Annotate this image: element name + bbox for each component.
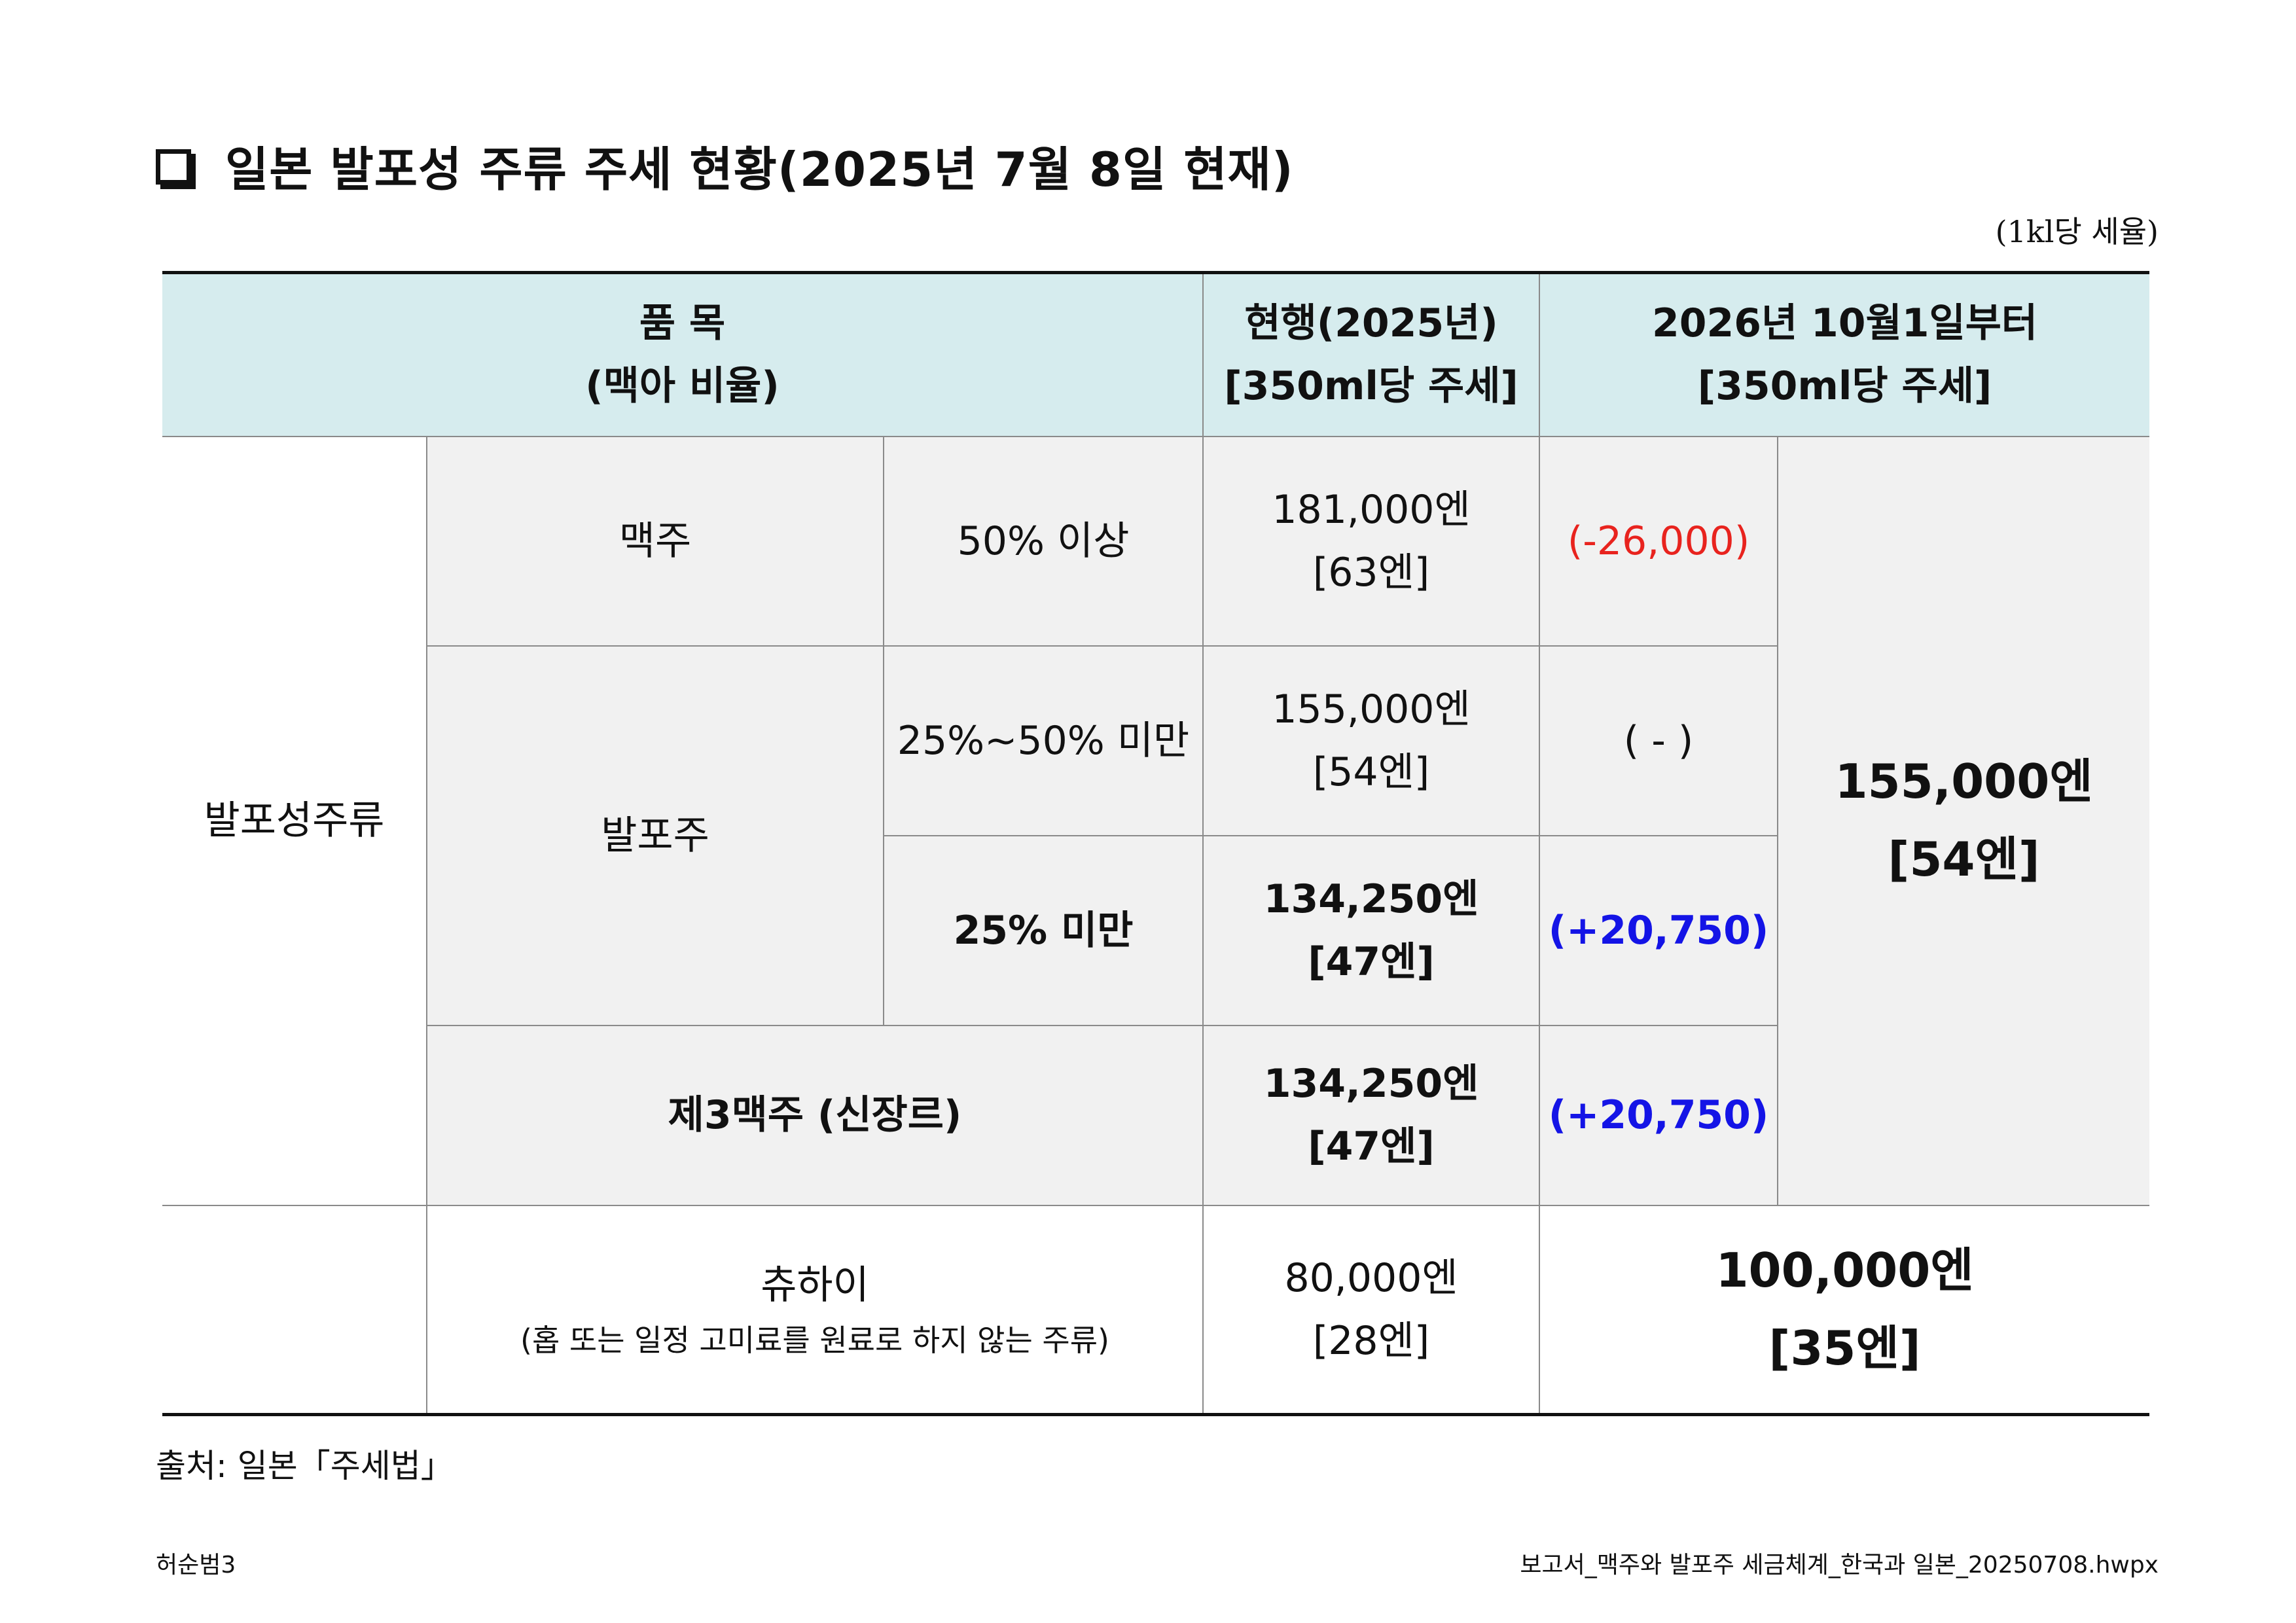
change-cell: (+20,750): [1539, 1024, 1778, 1206]
tax-table: 품 목 (맥아 비율) 현행(2025년) [350ml당 주세] 2026년 …: [162, 271, 2150, 1416]
type-third-beer: 제3맥주 (신장르): [427, 1024, 1204, 1206]
type-happoshu: 발포주: [427, 645, 884, 1026]
current-rate-cell: 155,000엔 [54엔]: [1202, 645, 1541, 836]
ratio-cell: 50% 이상: [882, 435, 1204, 647]
current-rate-cell: 181,000엔 [63엔]: [1202, 435, 1541, 647]
chuhai-current-cell: 80,000엔 [28엔]: [1202, 1204, 1541, 1416]
footer-author: 허순범3: [156, 1552, 236, 1578]
footer-filename: 보고서_맥주와 발포주 세금체계_한국과 일본_20250708.hwpx: [1520, 1552, 2159, 1578]
table-row: 발포성주류 맥주 50% 이상 181,000엔 [63엔] (-26,000)…: [162, 435, 2150, 1206]
ratio-cell: 25% 미만: [884, 834, 1204, 1026]
table-header-row: 품 목 (맥아 비율) 현행(2025년) [350ml당 주세] 2026년 …: [162, 271, 2150, 437]
unified-rate-cell: 155,000엔 [54엔]: [1777, 435, 2150, 1206]
current-rate-cell: 134,250엔 [47엔]: [1202, 1024, 1541, 1206]
empty-cell: [162, 1204, 427, 1416]
chuhai-cell: 츄하이 (홉 또는 일정 고미료를 원료로 하지 않는 주류): [425, 1204, 1204, 1416]
source-note: 출처: 일본「주세법」: [156, 1447, 454, 1485]
type-beer: 맥주: [426, 435, 884, 647]
current-rate-cell: 134,250엔 [47엔]: [1202, 834, 1541, 1026]
header-future: 2026년 10월1일부터 [350ml당 주세]: [1539, 271, 2150, 437]
ratio-cell: 25%~50% 미만: [882, 645, 1204, 836]
chuhai-future-cell: 100,000엔 [35엔]: [1539, 1204, 2150, 1416]
table-row: 발포주 25%~50% 미만 155,000엔 [54엔] ( - ): [162, 645, 2149, 1026]
unit-note: (1kl당 세율): [1995, 214, 2159, 249]
header-current: 현행(2025년) [350ml당 주세]: [1202, 271, 1541, 437]
page-title-text: 일본 발포성 주류 주세 현황(2025년 7월 8일 현재): [225, 142, 1294, 197]
table-row: 25% 미만 134,250엔 [47엔] (+20,750): [162, 834, 2149, 1026]
change-cell: (+20,750): [1539, 834, 1778, 1026]
change-cell: (-26,000): [1539, 435, 1779, 647]
table-row-chuhai: 츄하이 (홉 또는 일정 고미료를 원료로 하지 않는 주류) 80,000엔 …: [162, 1204, 2150, 1416]
page-title: 일본 발포성 주류 주세 현황(2025년 7월 8일 현재): [156, 131, 1294, 200]
header-item: 품 목 (맥아 비율): [162, 271, 1204, 437]
category-cell: 발포성주류: [162, 435, 427, 1206]
table-row: 제3맥주 (신장르) 134,250엔 [47엔] (+20,750): [162, 1024, 2149, 1206]
change-cell: ( - ): [1539, 645, 1778, 836]
checkbox-bullet-icon: [156, 149, 191, 185]
